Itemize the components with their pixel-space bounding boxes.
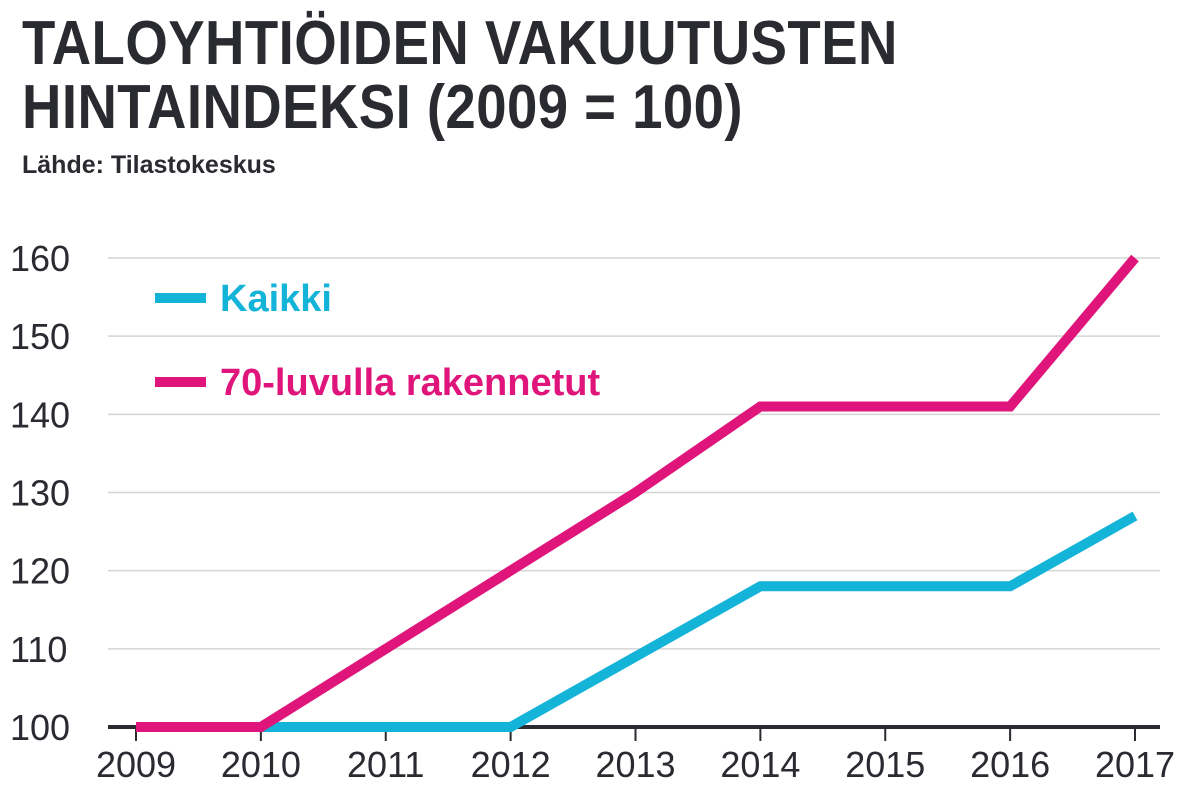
x-tick-label-2012: 2012: [471, 744, 551, 785]
legend: Kaikki 70-luvulla rakennetut: [155, 278, 600, 404]
x-tick-label-2014: 2014: [720, 744, 800, 785]
y-tick-label-160: 160: [10, 238, 70, 279]
series-line-2: [136, 254, 1139, 732]
x-tick-label-2017: 2017: [1095, 744, 1175, 785]
y-tick-label-140: 140: [10, 394, 70, 435]
legend-label-1: Kaikki: [220, 278, 332, 320]
y-tick-label-120: 120: [10, 551, 70, 592]
y-tick-label-150: 150: [10, 316, 70, 357]
x-tick-label-2015: 2015: [845, 744, 925, 785]
x-tick-label-2016: 2016: [970, 744, 1050, 785]
series-lines: [136, 254, 1139, 732]
chart-source: Lähde: Tilastokeskus: [22, 151, 276, 179]
chart-title: TALOYHTIÖIDEN VAKUUTUSTEN HINTAINDEKSI (…: [22, 9, 898, 142]
y-tick-label-110: 110: [10, 629, 67, 670]
gridlines: [108, 257, 1160, 650]
x-tick-label-2010: 2010: [221, 744, 301, 785]
y-tick-label-100: 100: [10, 707, 70, 748]
y-tick-label-130: 130: [10, 473, 70, 514]
legend-label-2: 70-luvulla rakennetut: [220, 362, 600, 404]
x-tick-label-2011: 2011: [347, 744, 424, 785]
x-axis-tick-labels: 2009 2010 2011 2012 2013 2014 2015 2016 2017: [96, 744, 1175, 785]
x-tick-label-2009: 2009: [96, 744, 176, 785]
x-tick-label-2013: 2013: [595, 744, 675, 785]
series-line-1: [136, 511, 1138, 732]
y-axis-tick-labels: 100 110 120 130 140 150 160: [10, 238, 70, 748]
